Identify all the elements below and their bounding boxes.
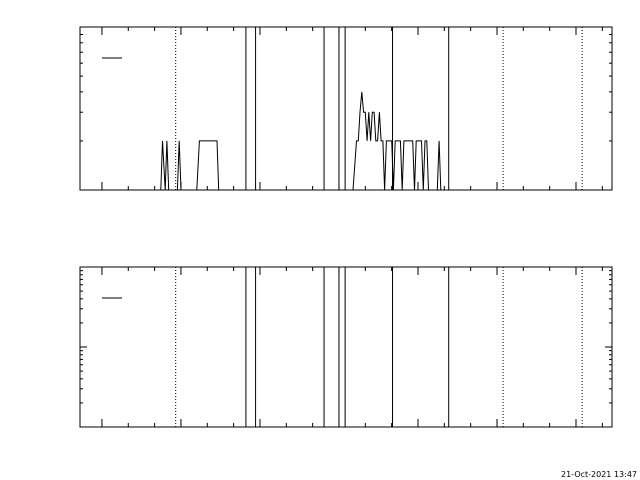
plot-frame (79, 26, 613, 191)
lo-channel-panel (79, 26, 613, 191)
series-line (196, 140, 220, 191)
plot-frame (79, 266, 613, 428)
hi-channel-panel (79, 266, 613, 428)
series-line (436, 140, 442, 191)
series-line (176, 140, 182, 191)
series-line (352, 91, 429, 191)
series-line (157, 140, 170, 191)
footer-timestamp: 21-Oct-2021 13:47 (561, 470, 637, 479)
